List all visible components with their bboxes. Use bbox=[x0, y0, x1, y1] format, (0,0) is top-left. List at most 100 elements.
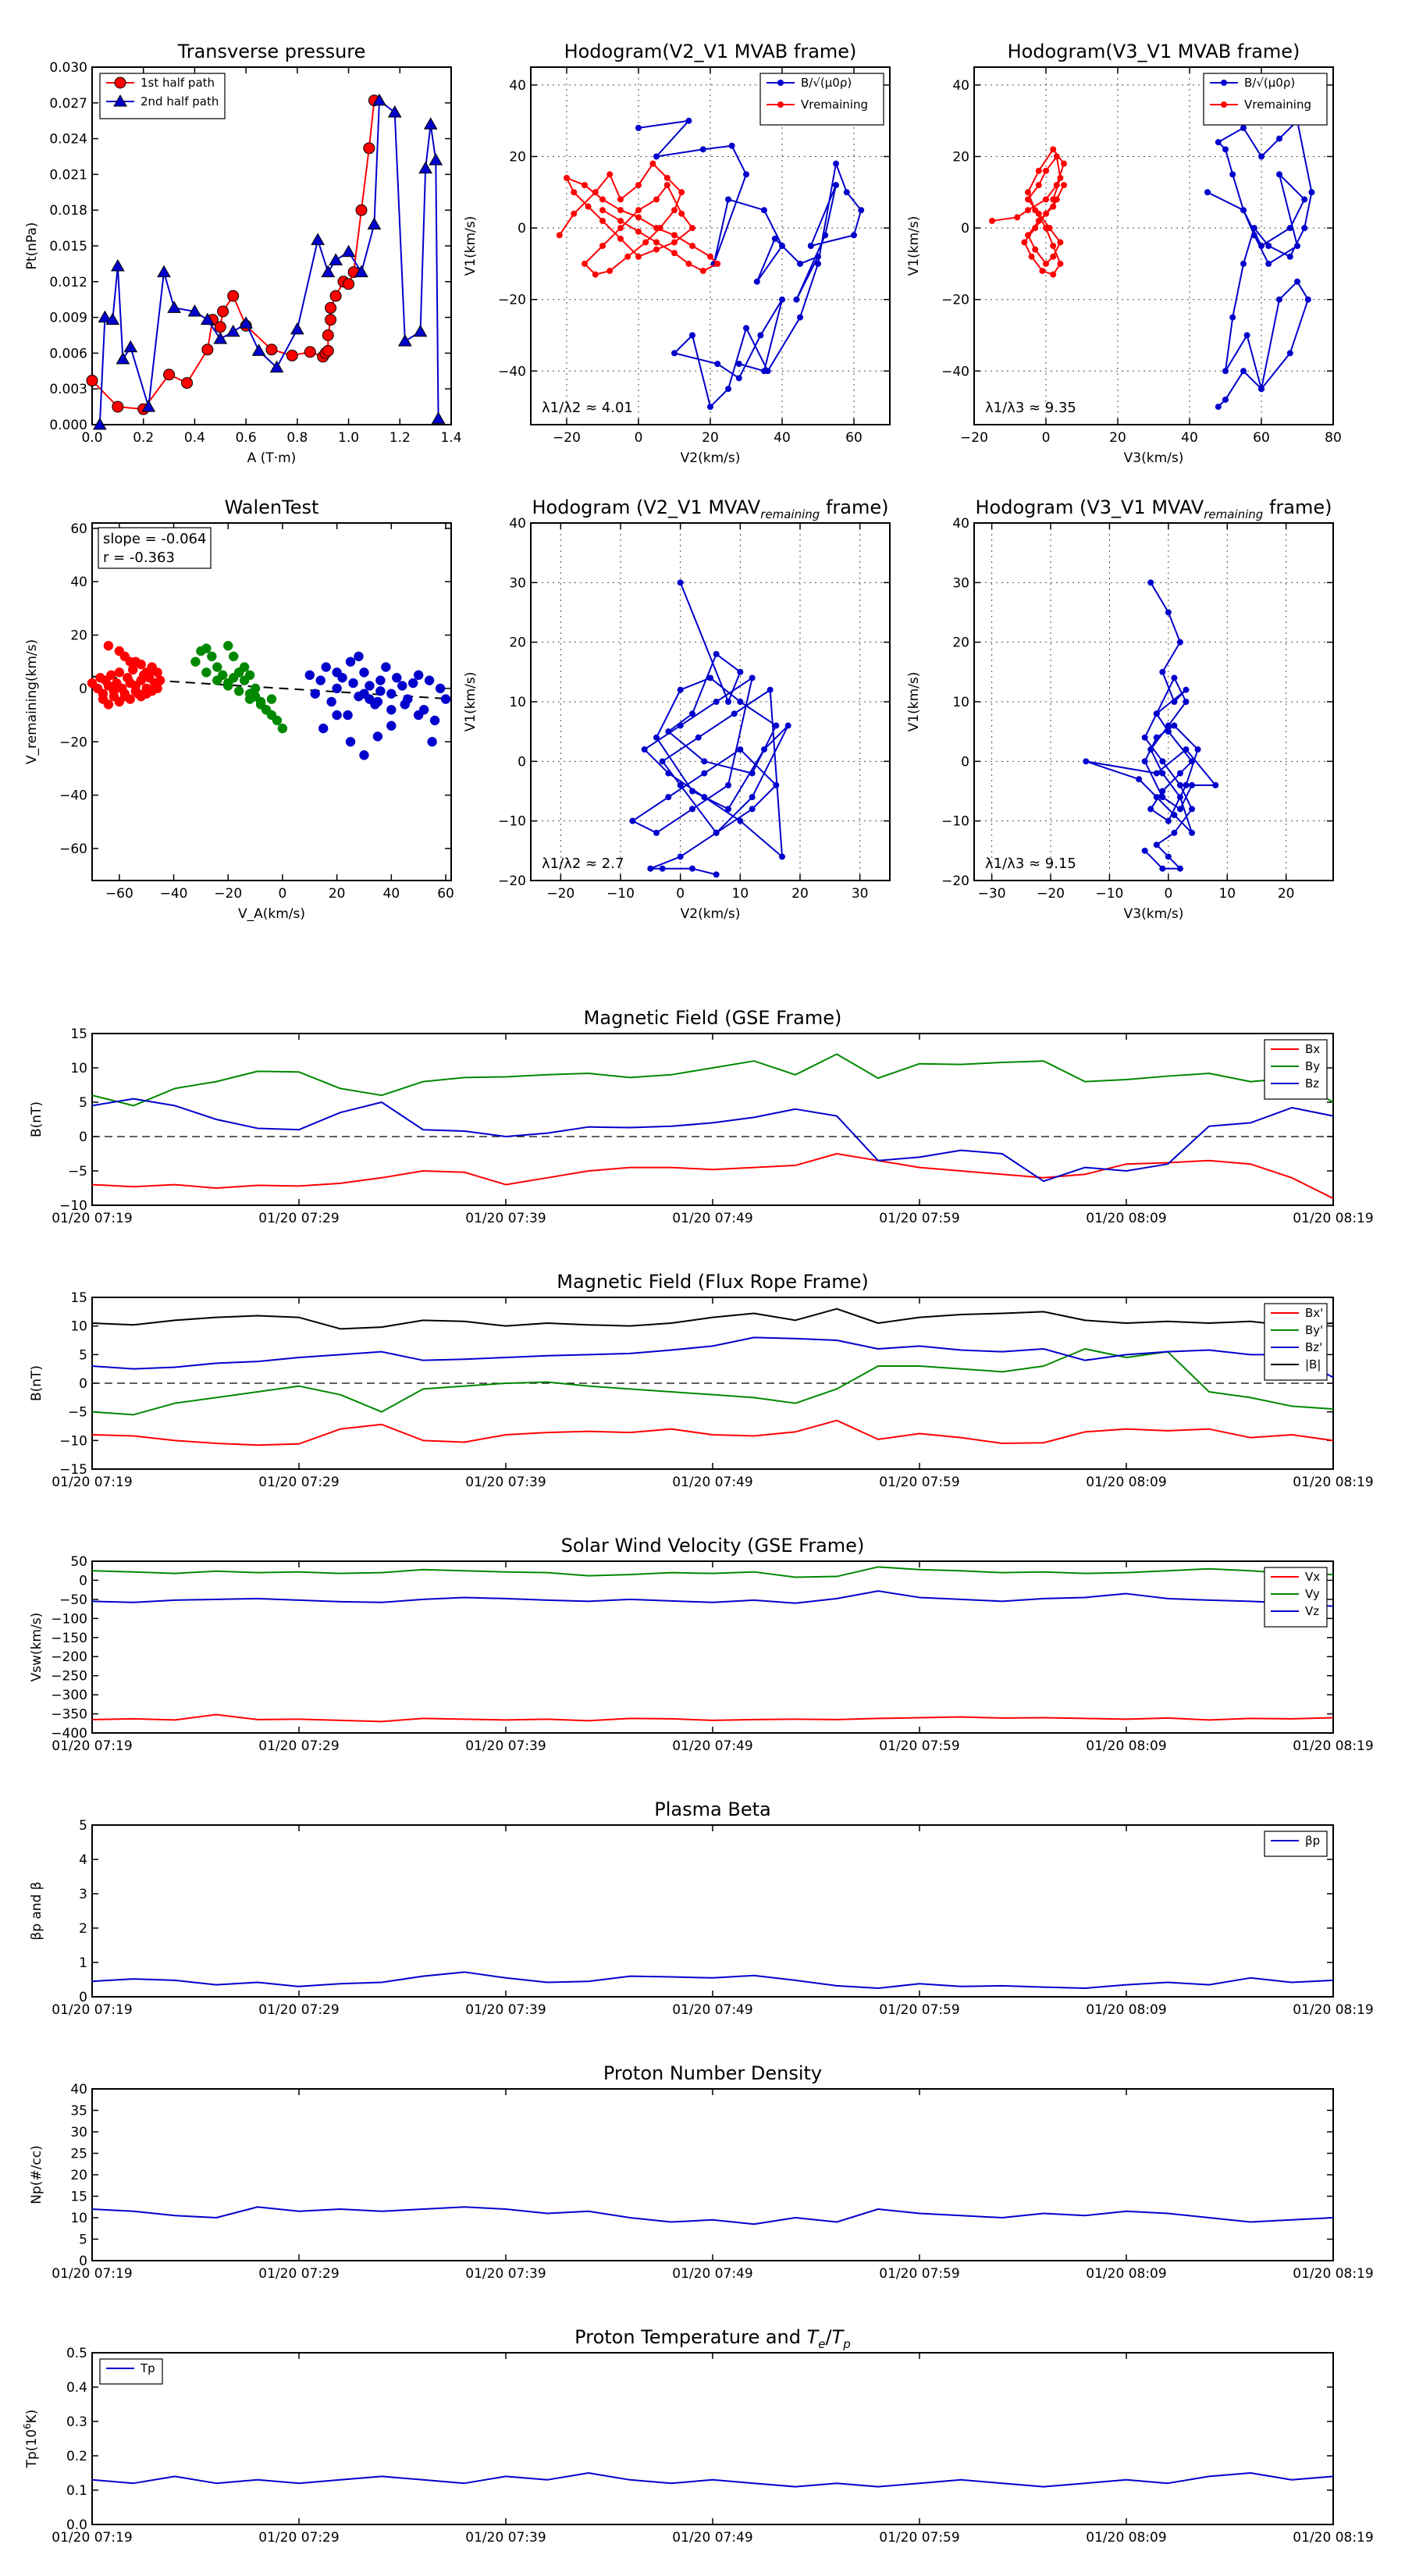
data-point bbox=[1243, 332, 1250, 339]
y-tick-label: −250 bbox=[51, 1669, 87, 1685]
walen-test-panel: −60 −40 −20 0 20 40 60 −60 −40 −20 0 20 40 60 WalenTes… bbox=[24, 496, 454, 922]
y-axis-label: V1(km/s) bbox=[463, 216, 478, 276]
data-point bbox=[341, 244, 356, 258]
data-point bbox=[1222, 396, 1229, 403]
y-tick-label: 0 bbox=[79, 1376, 87, 1392]
y-axis-label: B(nT) bbox=[29, 1101, 44, 1137]
x-tick-label: 0.4 bbox=[184, 430, 205, 446]
data-point bbox=[1147, 746, 1154, 753]
data-point bbox=[431, 411, 446, 424]
data-point bbox=[1258, 153, 1264, 160]
y-tick-label: 0.015 bbox=[49, 239, 87, 254]
title-subscript: e bbox=[818, 2337, 825, 2351]
data-point bbox=[624, 253, 631, 260]
scatter-point bbox=[348, 678, 358, 688]
data-point bbox=[858, 207, 865, 214]
y-tick-label: −150 bbox=[51, 1631, 87, 1646]
x-tick-label: 01/20 07:49 bbox=[672, 2530, 752, 2546]
data-point bbox=[1025, 196, 1031, 203]
data-point bbox=[678, 210, 685, 217]
x-tick-label: 01/20 08:09 bbox=[1086, 1211, 1166, 1226]
title-subscript: remaining bbox=[1204, 507, 1263, 521]
scatter-point bbox=[125, 694, 136, 704]
y-label-tail: K) bbox=[24, 2410, 40, 2424]
correlation-label: r = -0.363 bbox=[103, 550, 175, 566]
y-tick-label: 0.000 bbox=[49, 418, 87, 433]
plasma-beta-panel: 01/20 07:19 01/20 07:29 01/20 07:39 01/20 0… bbox=[29, 1799, 1374, 2018]
y-tick-label: 35 bbox=[70, 2104, 87, 2119]
data-point bbox=[807, 243, 814, 249]
data-point bbox=[239, 316, 254, 329]
scatter-point bbox=[365, 681, 375, 691]
data-point bbox=[606, 268, 614, 275]
series-line bbox=[1085, 582, 1217, 870]
data-point bbox=[1165, 722, 1172, 729]
data-point bbox=[1153, 734, 1160, 741]
y-tick-label: 0.1 bbox=[66, 2483, 87, 2499]
data-point bbox=[851, 232, 857, 239]
scatter-point bbox=[440, 694, 451, 704]
x-tick-label: 40 bbox=[383, 886, 400, 902]
data-point bbox=[659, 865, 666, 872]
x-tick-label: 01/20 07:19 bbox=[52, 1211, 132, 1226]
y-tick-label: 4 bbox=[79, 1852, 87, 1868]
data-point bbox=[671, 232, 678, 239]
x-tick-label: 40 bbox=[774, 430, 791, 446]
y-tick-label: 0.027 bbox=[49, 96, 87, 112]
y-tick-label: −350 bbox=[51, 1707, 87, 1723]
y-tick-label: 0.3 bbox=[66, 2414, 87, 2430]
data-point bbox=[1189, 781, 1196, 788]
data-point bbox=[749, 674, 756, 681]
x-tick-label: 20 bbox=[791, 886, 809, 902]
data-point bbox=[1265, 243, 1272, 249]
magnetic-field-gse-panel: 01/20 07:19 01/20 07:29 01/20 07:39 01/20 0… bbox=[29, 1007, 1374, 1226]
data-point bbox=[1176, 806, 1183, 813]
chart-title: Hodogram(V3_V1 MVAB frame) bbox=[1008, 41, 1300, 62]
y-tick-label: −20 bbox=[59, 735, 87, 750]
data-point bbox=[677, 686, 684, 693]
x-tick-label: −30 bbox=[978, 886, 1006, 902]
data-point bbox=[713, 829, 720, 836]
data-point bbox=[797, 260, 803, 267]
y-tick-label: 2 bbox=[79, 1921, 87, 1937]
chart-title: Magnetic Field (GSE Frame) bbox=[584, 1007, 842, 1029]
data-point bbox=[689, 710, 695, 717]
data-point bbox=[322, 344, 334, 357]
data-point bbox=[701, 770, 708, 777]
data-point bbox=[653, 196, 660, 203]
data-point bbox=[677, 579, 684, 586]
x-tick-label: 01/20 07:49 bbox=[672, 2002, 752, 2018]
data-point bbox=[1050, 196, 1057, 203]
x-tick-label: 01/20 08:09 bbox=[1086, 2002, 1166, 2018]
data-point bbox=[167, 301, 182, 313]
data-point bbox=[713, 871, 720, 878]
data-point bbox=[773, 722, 780, 729]
y-axis-label: βp and β bbox=[29, 1881, 44, 1940]
y-tick-label: −10 bbox=[941, 814, 969, 830]
data-point bbox=[325, 314, 337, 326]
data-point bbox=[269, 360, 284, 373]
title-tail: frame) bbox=[1263, 496, 1332, 518]
title-subscript: remaining bbox=[760, 507, 820, 521]
plot-frame bbox=[91, 522, 452, 881]
y-tick-label: 40 bbox=[509, 516, 526, 532]
data-point bbox=[653, 246, 660, 253]
x-tick-label: 60 bbox=[437, 886, 454, 902]
x-tick-label: 01/20 07:49 bbox=[672, 1475, 752, 1490]
chart-title: Hodogram (V2_V1 MVAVremaining frame) bbox=[532, 496, 889, 521]
x-tick-label: 01/20 07:49 bbox=[672, 2266, 752, 2282]
chart-title: Proton Number Density bbox=[603, 2062, 822, 2084]
y-tick-label: −400 bbox=[51, 1726, 87, 1742]
data-point bbox=[617, 217, 624, 224]
x-tick-label: −20 bbox=[960, 430, 988, 446]
data-point bbox=[725, 386, 731, 393]
y-tick-label: −60 bbox=[59, 841, 87, 857]
data-point bbox=[1050, 271, 1057, 278]
scatter-point bbox=[141, 667, 151, 678]
data-point bbox=[1032, 246, 1039, 253]
x-tick-label: 60 bbox=[1253, 430, 1270, 446]
data-point bbox=[1153, 794, 1160, 801]
data-point bbox=[1061, 182, 1067, 189]
y-tick-label: 10 bbox=[70, 1319, 87, 1335]
data-point bbox=[689, 865, 695, 872]
